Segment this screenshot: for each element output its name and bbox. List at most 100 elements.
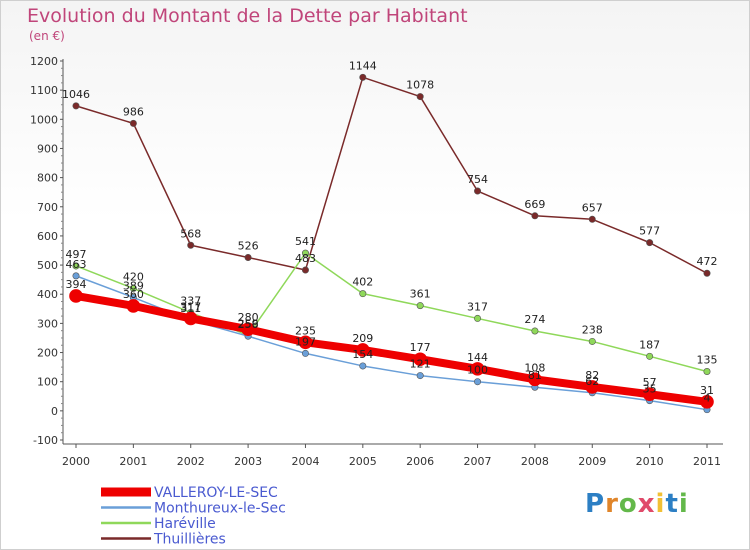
series-line <box>75 252 708 373</box>
y-tick-label: 0 <box>51 405 58 418</box>
data-point <box>703 367 711 375</box>
data-label: 541 <box>295 235 316 248</box>
data-label: 669 <box>524 198 545 211</box>
data-label: 197 <box>295 335 316 348</box>
data-label: 108 <box>524 361 545 374</box>
chart-unit: (en €) <box>29 29 65 43</box>
data-label: 389 <box>123 279 144 292</box>
data-point <box>301 249 309 257</box>
data-label: 82 <box>585 369 599 382</box>
data-label: 402 <box>352 276 373 289</box>
x-tick-label: 2010 <box>636 455 664 468</box>
data-point <box>298 335 313 350</box>
data-point <box>416 93 424 101</box>
data-point <box>528 372 542 387</box>
data-point <box>700 395 714 409</box>
data-label: 57 <box>643 376 657 389</box>
data-label: 657 <box>582 201 603 214</box>
y-tick-label: 700 <box>37 201 58 214</box>
y-tick-label: 1200 <box>30 55 58 68</box>
data-label: 472 <box>697 255 718 268</box>
data-label: 177 <box>410 341 431 354</box>
y-tick-label: 500 <box>37 259 58 272</box>
data-point <box>646 352 654 360</box>
chart-title: Evolution du Montant de la Dette par Hab… <box>27 5 468 27</box>
data-label: 209 <box>352 332 373 345</box>
data-label: 1046 <box>62 88 90 101</box>
x-tick-label: 2008 <box>521 455 549 468</box>
y-tick-label: 1100 <box>30 84 58 97</box>
data-label: 135 <box>697 353 718 366</box>
data-point <box>588 215 596 223</box>
legend-swatch <box>101 487 151 497</box>
data-point <box>187 241 195 249</box>
data-label: 35 <box>643 383 657 396</box>
data-point <box>72 102 80 110</box>
series-line <box>72 291 711 406</box>
data-point <box>301 349 309 357</box>
x-tick-label: 2009 <box>578 455 606 468</box>
legend-swatch <box>101 521 151 525</box>
data-point <box>531 327 539 335</box>
data-label: 577 <box>639 225 660 238</box>
x-tick-label: 2003 <box>234 455 262 468</box>
proxiti-logo: Proxiti <box>585 489 689 519</box>
legend-label: Monthureux-le-Sec <box>154 501 286 517</box>
data-label: 394 <box>66 278 87 291</box>
data-label: 420 <box>123 270 144 283</box>
data-point <box>129 284 137 292</box>
data-point <box>474 187 482 195</box>
legend-swatch <box>101 537 151 540</box>
data-label: 754 <box>467 173 488 186</box>
y-tick-label: 200 <box>37 347 58 360</box>
data-point <box>301 266 309 274</box>
y-tick-label: -100 <box>33 434 58 447</box>
data-label: 360 <box>123 288 144 301</box>
data-point <box>359 73 367 81</box>
data-label: 337 <box>180 295 201 308</box>
y-tick-label: 900 <box>37 142 58 155</box>
data-label: 154 <box>352 348 373 361</box>
data-point <box>642 387 657 402</box>
data-label: 317 <box>180 300 201 313</box>
data-label: 187 <box>639 338 660 351</box>
data-label: 526 <box>238 239 259 252</box>
legend-label: Haréville <box>154 516 216 532</box>
data-label: 31 <box>700 384 714 397</box>
data-point <box>474 378 482 386</box>
data-label: 238 <box>582 323 603 336</box>
legend-swatch <box>101 506 151 509</box>
data-point <box>531 212 539 220</box>
data-point <box>416 372 424 380</box>
data-label: 1144 <box>349 59 377 72</box>
data-point <box>703 269 711 277</box>
data-label: 256 <box>238 318 259 331</box>
legend-label: VALLEROY-LE-SEC <box>154 485 278 501</box>
legend-label: Thuillières <box>153 532 226 548</box>
data-label: 144 <box>467 351 488 364</box>
data-point <box>129 119 137 127</box>
x-tick-label: 2011 <box>693 455 721 468</box>
data-point <box>183 311 198 326</box>
data-label: 62 <box>585 375 599 388</box>
x-tick-label: 2004 <box>291 455 319 468</box>
series-line <box>75 76 708 274</box>
x-tick-label: 2000 <box>62 455 90 468</box>
data-point <box>359 362 367 370</box>
data-label: 463 <box>66 258 87 271</box>
data-label: 81 <box>528 369 542 382</box>
data-point <box>646 239 654 247</box>
data-label: 317 <box>467 300 488 313</box>
data-point <box>126 299 141 313</box>
data-point <box>72 272 80 280</box>
data-label: 986 <box>123 105 144 118</box>
data-label: 1078 <box>406 79 434 92</box>
x-tick-label: 2002 <box>177 455 205 468</box>
x-tick-label: 2007 <box>464 455 492 468</box>
data-label: 235 <box>295 324 316 337</box>
data-label: 4 <box>704 392 711 405</box>
y-tick-label: 400 <box>37 288 58 301</box>
data-label: 483 <box>295 252 316 265</box>
